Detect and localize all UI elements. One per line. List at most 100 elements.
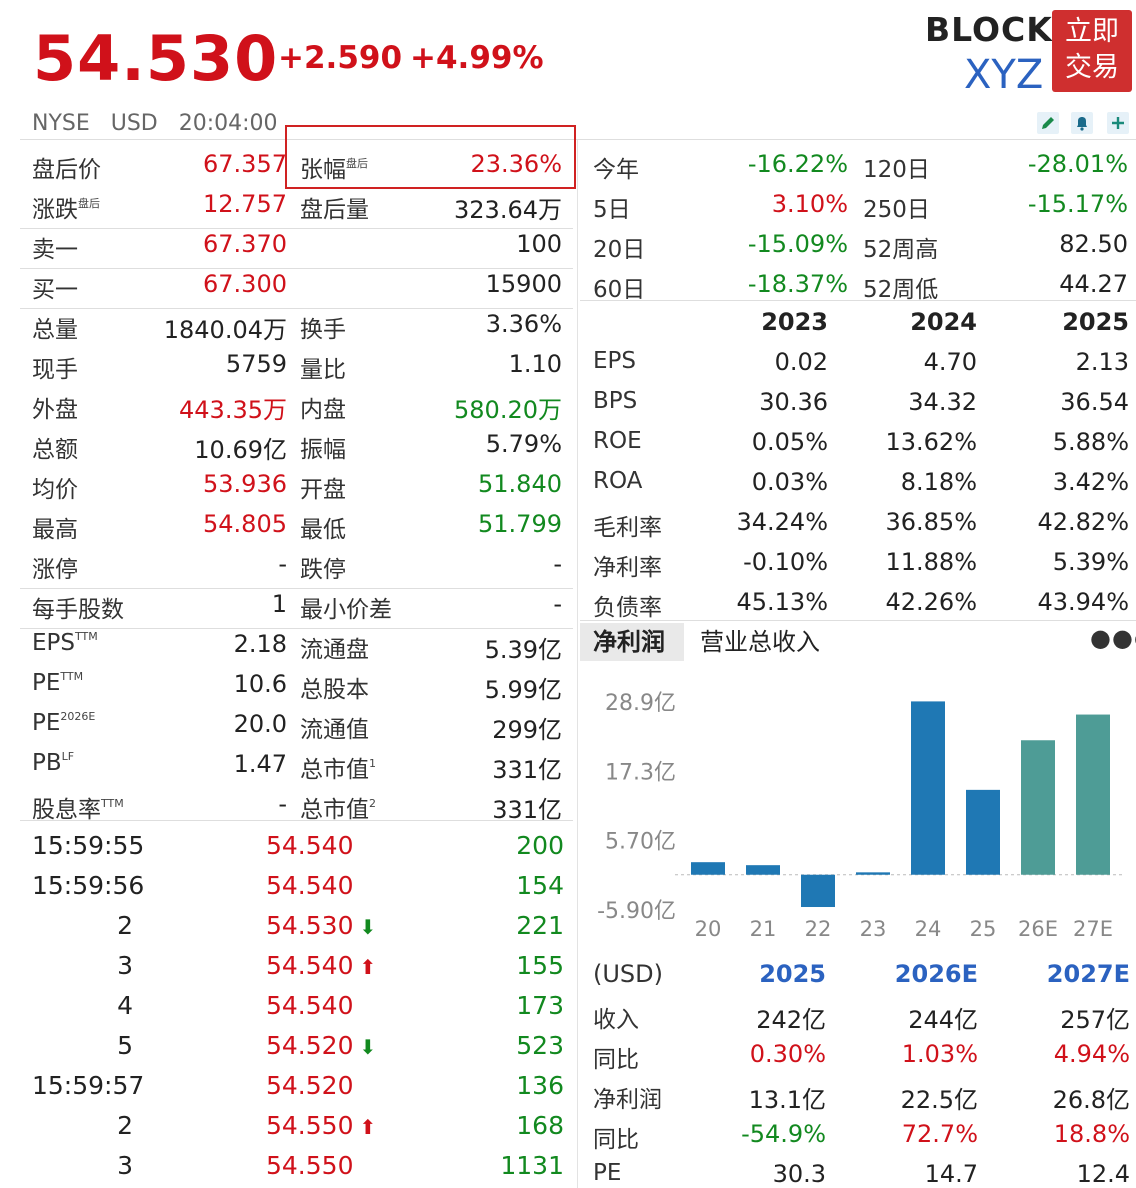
trade-button-line2: 交易 [1065,52,1119,83]
forecast-label: 同比 [593,1047,639,1073]
tick-price: 54.540 ⬆ [266,951,377,980]
bar[interactable] [691,862,725,875]
ratio-value: 5.39% [1052,548,1129,576]
forecast-value: 22.5亿 [900,1086,978,1114]
quote-value: 10.6 [233,670,287,698]
bar[interactable] [746,865,780,875]
quote-label: 总量 [32,317,78,343]
tick-price: 54.520 [266,1071,354,1100]
quote-label: 总额 [32,437,78,463]
tick-price: 54.530 ⬇ [266,911,377,940]
tick-time: 5 [117,1031,133,1060]
forecast-year-header: 2025 [759,960,826,988]
quote-value: - [278,550,287,578]
forecast-value: 257亿 [1060,1006,1130,1034]
quote-value: - [553,550,562,578]
ratio-value: 0.02 [774,348,828,376]
quote-value: 20.0 [233,710,287,738]
forecast-value: 0.30% [749,1040,826,1068]
ratio-value: 11.88% [885,548,977,576]
trade-now-button[interactable]: 立即 交易 [1052,10,1132,92]
quote-value: 1.47 [233,750,287,778]
add-watchlist-icon[interactable] [1107,112,1129,134]
x-tick-label: 26E [1018,917,1058,941]
ratio-label: ROA [593,468,643,494]
ratio-value: 5.88% [1052,428,1129,456]
alert-bell-icon[interactable] [1071,112,1093,134]
x-tick-label: 24 [915,917,942,941]
quote-label: 现手 [32,357,78,383]
ratio-value: 30.36 [759,388,828,416]
quote-label: 涨停 [32,557,78,583]
ratio-value: 3.42% [1052,468,1129,496]
quote-label: 量比 [300,357,346,383]
ratio-value: 2.13 [1075,348,1129,376]
tick-price: 54.540 [266,831,354,860]
quote-value: 331亿 [492,756,562,784]
ratio-value: 36.85% [885,508,977,536]
tick-volume: 154 [516,871,564,900]
ratio-label: 净利率 [593,555,662,581]
quote-label: PBLF [32,750,75,776]
tick-time: 2 [117,1111,133,1140]
bar[interactable] [966,789,1000,875]
fiscal-year-header: 2025 [1062,308,1129,336]
period-label: 120日 [863,157,930,183]
tick-time: 15:59:56 [32,871,145,900]
forecast-value: 13.1亿 [748,1086,826,1114]
quote-value: 53.936 [203,470,287,498]
quote-value: - [278,790,287,818]
x-tick-label: 25 [970,917,997,941]
quote-label: 最高 [32,517,78,543]
ratio-value: 42.82% [1037,508,1129,536]
quote-label: 卖一 [32,237,78,263]
period-label: 52周低 [863,277,939,303]
tick-time: 15:59:55 [32,831,145,860]
fiscal-year-header: 2023 [761,308,828,336]
bar[interactable] [1021,740,1055,875]
tab-total-revenue[interactable]: 营业总收入 [700,628,820,656]
bar[interactable] [1076,714,1110,875]
x-tick-label: 21 [750,917,777,941]
quote-label: 换手 [300,317,346,343]
ratio-value: 42.26% [885,588,977,616]
ticker-symbol: XYZ [964,52,1044,98]
last-price: 54.530 [33,22,279,95]
forecast-value: -54.9% [741,1120,826,1148]
ratio-value: 43.94% [1037,588,1129,616]
edit-icon[interactable] [1037,112,1059,134]
tick-time: 4 [117,991,133,1020]
fiscal-year-header: 2024 [910,308,977,336]
x-tick-label: 23 [860,917,887,941]
arrow-down-icon: ⬇ [359,915,377,939]
period-return: -15.17% [1027,190,1128,218]
y-tick-label: 5.70亿 [605,830,676,855]
forecast-value: 242亿 [756,1006,826,1034]
quote-value: 3.36% [485,310,562,338]
quote-value: 12.757 [203,190,287,218]
more-options-icon[interactable]: ●●● [1090,624,1136,652]
bar[interactable] [856,872,890,875]
quote-value: 5.39亿 [484,636,562,664]
arrow-up-icon: ⬆ [359,1115,377,1139]
quote-label: 股息率TTM [32,797,124,823]
quote-value: 51.799 [478,510,562,538]
period-label: 20日 [593,237,646,263]
forecast-value: 14.7 [924,1160,978,1188]
ratio-value: 34.32 [908,388,977,416]
tick-volume: 1131 [500,1151,564,1180]
quote-label: 涨跌盘后 [32,197,100,223]
forecast-value: 18.8% [1053,1120,1130,1148]
forecast-value: 26.8亿 [1052,1086,1130,1114]
ratio-value: 36.54 [1060,388,1129,416]
company-name: BLOCK [925,10,1053,49]
bar[interactable] [801,874,835,908]
period-return: 44.27 [1059,270,1128,298]
forecast-label: 同比 [593,1127,639,1153]
arrow-down-icon: ⬇ [359,1035,377,1059]
tab-net-profit[interactable]: 净利润 [580,623,684,661]
ratio-value: 0.05% [751,428,828,456]
tick-price: 54.550 ⬆ [266,1111,377,1140]
bar[interactable] [911,701,945,875]
forecast-value: 12.4 [1076,1160,1130,1188]
